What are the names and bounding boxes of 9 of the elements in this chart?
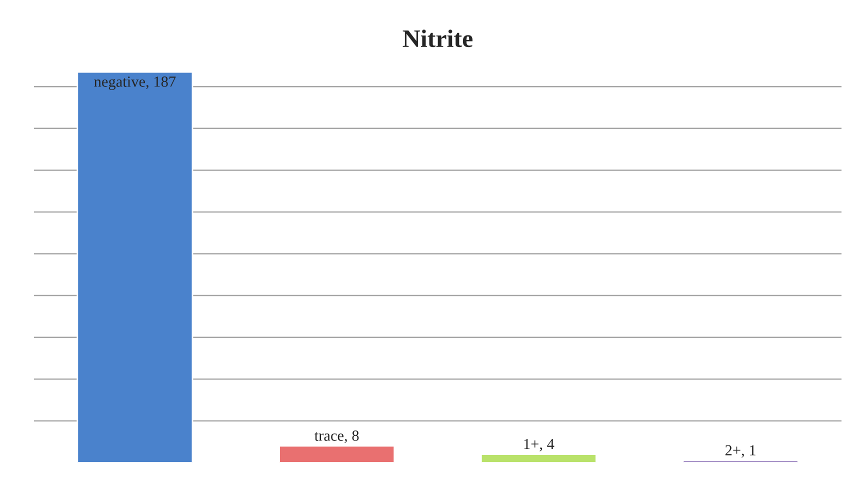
bar: [76, 71, 194, 463]
bar: [682, 460, 799, 463]
data-label: 1+, 4: [524, 438, 554, 452]
chart-title: Nitrite: [402, 30, 472, 48]
bar: [480, 454, 597, 463]
data-label: trace, 8: [314, 430, 359, 444]
bar: [278, 445, 396, 463]
data-label: negative, 187: [94, 76, 176, 90]
data-label: 2+, 1: [725, 445, 756, 458]
